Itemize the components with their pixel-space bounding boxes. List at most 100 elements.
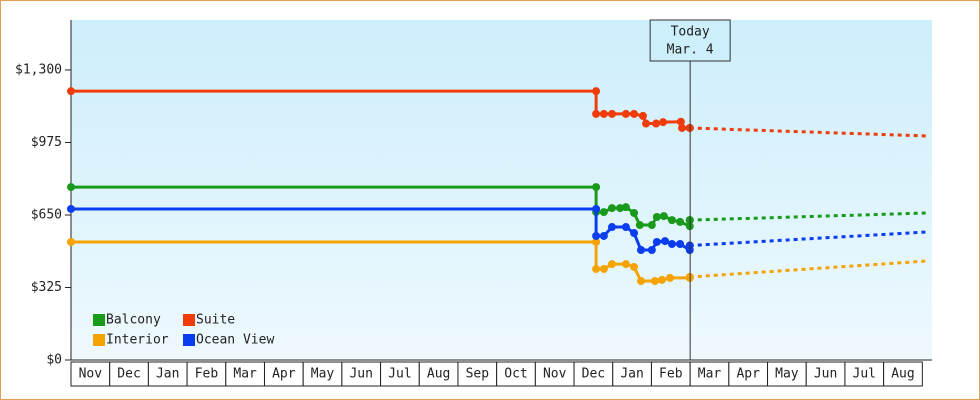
x-tick-cell xyxy=(147,361,188,387)
point xyxy=(67,183,75,192)
point xyxy=(599,264,608,273)
x-tick-cell xyxy=(612,361,652,387)
x-tick-label: Mar xyxy=(698,367,722,382)
point xyxy=(592,183,601,192)
y-tick-label: $0 xyxy=(46,353,62,368)
legend-swatch xyxy=(183,334,195,346)
legend-label: Ocean View xyxy=(196,333,274,348)
point xyxy=(599,109,608,118)
point xyxy=(67,87,75,96)
x-tick-cell xyxy=(496,361,536,387)
x-tick-label: Dec xyxy=(582,367,605,382)
point xyxy=(652,212,661,221)
point xyxy=(638,111,647,120)
x-tick-label: Feb xyxy=(195,367,219,382)
point xyxy=(667,216,676,225)
point xyxy=(652,119,661,128)
point xyxy=(666,273,675,282)
point xyxy=(647,221,656,230)
point xyxy=(637,277,646,286)
x-tick-label: Feb xyxy=(659,367,683,382)
point xyxy=(67,237,75,246)
x-tick-cell xyxy=(70,361,111,387)
point xyxy=(607,260,616,269)
x-tick-label: May xyxy=(775,367,799,382)
today-date: Mar. 4 xyxy=(667,43,714,58)
x-tick-label: Jul xyxy=(388,367,411,382)
x-tick-cell xyxy=(225,361,265,387)
x-tick-cell xyxy=(186,361,227,387)
point xyxy=(592,264,601,273)
x-tick-label: May xyxy=(311,367,335,382)
today-box xyxy=(649,19,731,62)
point xyxy=(678,123,687,132)
point xyxy=(642,119,651,128)
point xyxy=(630,262,639,271)
legend-swatch xyxy=(93,334,105,346)
point xyxy=(607,109,616,118)
legend-label: Suite xyxy=(196,313,235,328)
point xyxy=(592,231,601,240)
point xyxy=(630,208,639,217)
y-tick-label: $975 xyxy=(31,135,62,150)
point xyxy=(659,212,668,221)
x-tick-label: Apr xyxy=(736,367,760,382)
x-tick-label: Aug xyxy=(891,367,914,382)
x-tick-label: Jan xyxy=(620,367,643,382)
y-tick-label: $1,300 xyxy=(15,62,62,77)
point xyxy=(647,246,656,255)
point xyxy=(635,221,644,230)
x-tick-label: Nov xyxy=(79,367,103,382)
point xyxy=(592,109,601,118)
point xyxy=(592,204,601,213)
point xyxy=(621,260,630,269)
point xyxy=(660,237,669,246)
x-tick-cell xyxy=(418,361,459,387)
plot-area xyxy=(71,20,932,360)
y-tick-label: $650 xyxy=(31,207,62,222)
point xyxy=(67,204,75,213)
x-tick-cell xyxy=(341,361,382,387)
legend-swatch xyxy=(93,314,105,326)
point xyxy=(592,237,601,246)
x-tick-label: Nov xyxy=(543,367,567,382)
point xyxy=(592,87,601,96)
x-tick-label: Apr xyxy=(272,367,296,382)
x-tick-cell xyxy=(534,361,575,387)
x-tick-label: Aug xyxy=(427,367,450,382)
point xyxy=(621,223,630,232)
point xyxy=(659,118,668,127)
legend-swatch xyxy=(183,314,195,326)
point xyxy=(652,237,661,246)
point xyxy=(621,109,630,118)
point xyxy=(637,246,646,255)
x-tick-label: Oct xyxy=(504,367,527,382)
x-tick-label: Jun xyxy=(349,367,372,382)
x-tick-cell xyxy=(650,361,691,387)
point xyxy=(630,109,639,118)
point xyxy=(599,208,608,217)
today-label: Today xyxy=(671,25,710,40)
point xyxy=(676,239,685,248)
point xyxy=(630,229,639,238)
point xyxy=(607,223,616,232)
point xyxy=(676,217,685,226)
x-tick-label: Mar xyxy=(233,367,257,382)
x-tick-cell xyxy=(767,361,807,387)
x-tick-label: Dec xyxy=(117,367,140,382)
point xyxy=(657,275,666,284)
x-tick-label: Sep xyxy=(466,367,490,382)
legend-label: Interior xyxy=(106,333,169,348)
x-tick-label: Jan xyxy=(156,367,179,382)
point xyxy=(621,203,630,212)
x-tick-cell xyxy=(844,361,885,387)
point xyxy=(650,277,659,286)
x-tick-label: Jun xyxy=(814,367,837,382)
y-tick-label: $325 xyxy=(31,280,62,295)
point xyxy=(667,239,676,248)
x-tick-label: Jul xyxy=(853,367,876,382)
x-tick-cell xyxy=(728,361,769,387)
point xyxy=(607,204,616,213)
x-tick-cell xyxy=(109,361,149,387)
